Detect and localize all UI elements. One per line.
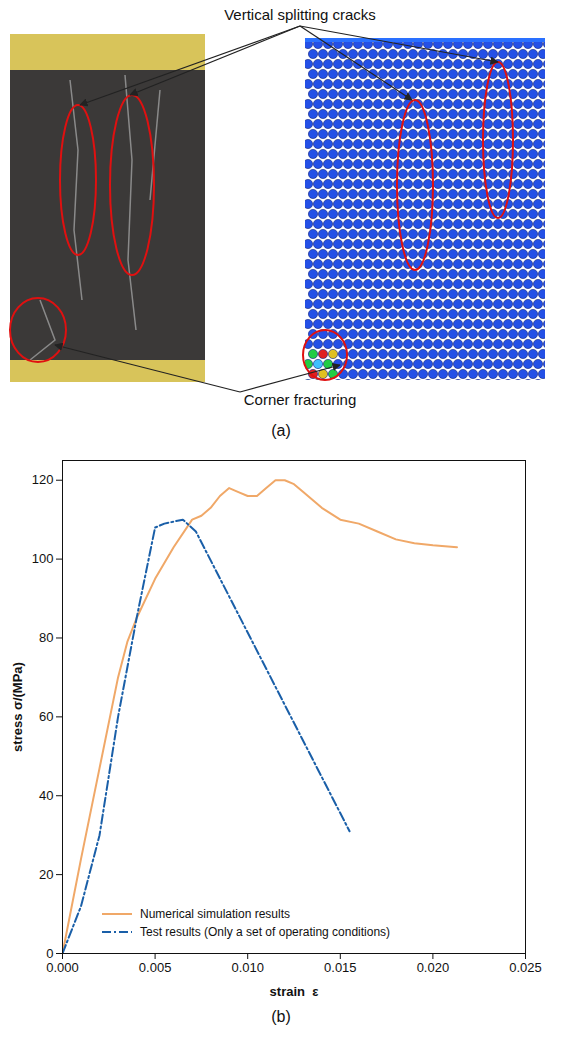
svg-text:100: 100 (32, 551, 54, 566)
svg-text:0: 0 (46, 946, 53, 961)
svg-text:Corner fracturing: Corner fracturing (244, 391, 357, 408)
html-text:Test results (Only a set of op: Test results (Only a set of operating co… (140, 925, 391, 939)
svg-text:(a): (a) (271, 422, 291, 439)
svg-text:0.020: 0.020 (417, 960, 450, 975)
html-text:Numerical simulation results: Numerical simulation results (140, 907, 290, 921)
svg-text:0.005: 0.005 (139, 960, 172, 975)
svg-text:80: 80 (39, 630, 53, 645)
svg-text:0.000: 0.000 (46, 960, 79, 975)
svg-text:Vertical splitting cracks: Vertical splitting cracks (224, 6, 376, 23)
svg-text:120: 120 (32, 472, 54, 487)
svg-text:0.010: 0.010 (231, 960, 264, 975)
svg-text:strain ε: strain ε (270, 984, 319, 999)
svg-text:20: 20 (39, 867, 53, 882)
svg-text:0.015: 0.015 (324, 960, 357, 975)
html-text:(b): (b) (271, 1008, 291, 1025)
svg-text:0.025: 0.025 (509, 960, 542, 975)
svg-text:40: 40 (39, 788, 53, 803)
svg-text:60: 60 (39, 709, 53, 724)
svg-text:stress σ/(MPa): stress σ/(MPa) (10, 662, 25, 752)
